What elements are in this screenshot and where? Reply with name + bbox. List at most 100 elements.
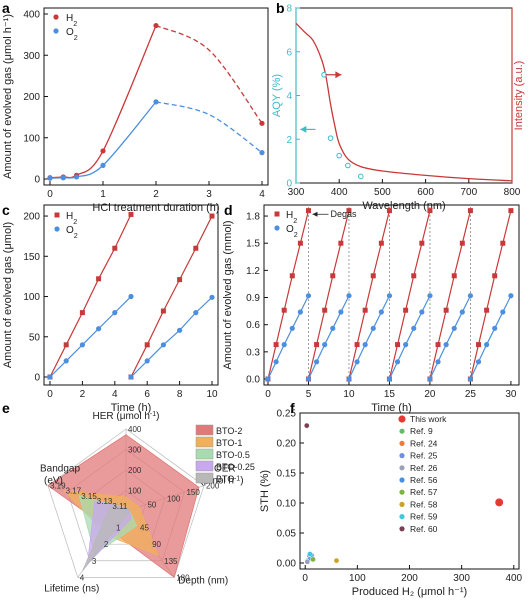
legend-marker-O2	[274, 225, 280, 231]
y-tick-label: 0.6	[246, 320, 260, 331]
series-line-dashed-O2	[155, 101, 263, 154]
radar-tick-label: 135	[164, 557, 178, 566]
radar-tick-label: 4	[80, 573, 85, 582]
data-point-O2	[346, 293, 352, 299]
legend-marker-H2	[54, 212, 60, 218]
data-point-O2	[209, 294, 215, 300]
radar-axis-label-oer: OER	[214, 464, 236, 475]
panel-letter: b	[276, 0, 285, 16]
legend-label-Ref. 58: Ref. 58	[410, 499, 438, 509]
x-tick-label: 700	[460, 187, 477, 198]
radar-axis-label-depth: Depth (nm)	[178, 575, 228, 586]
data-point-H2	[370, 273, 376, 279]
legend-label-O2: O2	[286, 224, 298, 239]
legend-label-Ref. 26: Ref. 26	[410, 463, 438, 473]
y-tick-label: 0	[34, 373, 40, 384]
y-tick-label: 200	[23, 212, 40, 223]
x-tick-label: 2	[153, 189, 159, 200]
data-point-Ref. 60	[303, 422, 310, 429]
legend-swatch-BTO-0.5	[195, 448, 214, 460]
radar-axis-label-oer-unit: (μmol h-1)	[200, 475, 243, 487]
data-point-O2	[96, 326, 102, 332]
absorption-curve	[295, 22, 513, 182]
panel-letter: d	[224, 202, 233, 218]
series-line-O2	[130, 296, 213, 378]
radar-tick-label: 2	[104, 540, 109, 549]
plot-frame	[263, 204, 520, 386]
data-point-O2	[305, 376, 312, 382]
legend-marker-O2	[54, 226, 60, 232]
radar-tick-label: 3.11	[112, 502, 128, 511]
x-tick-label: 2	[80, 389, 86, 400]
data-point-H2	[467, 208, 473, 214]
panel-f: f 0 100 200 300 400 0.00 0.05 0.10 0.15 0.20 0.25 Pr…	[259, 400, 523, 598]
x-tick-label: 800	[504, 187, 521, 198]
data-point-H2	[112, 245, 118, 251]
data-point-Ref. 59	[307, 551, 313, 557]
data-point-H2	[403, 307, 409, 313]
x-tick-label: 4	[112, 389, 118, 400]
legend-label-BTO-0.25: BTO-0.25	[216, 462, 255, 472]
data-point-O2	[419, 309, 425, 315]
data-point-H2	[411, 273, 417, 279]
data-point-O2	[427, 293, 433, 299]
x-axis-label: Time (h)	[111, 402, 152, 414]
y-tick-label: 300	[23, 51, 40, 62]
data-point-H2	[144, 342, 150, 348]
x-axis-label: Time (h)	[371, 402, 412, 414]
data-point-H2	[459, 240, 465, 246]
data-point-H2	[476, 342, 482, 348]
data-point-O2	[459, 309, 465, 315]
data-point-O2	[313, 359, 320, 365]
legend-marker-Ref. 56	[399, 477, 405, 483]
radar-tick-label: 400	[128, 425, 142, 434]
y-tick-label: 0.0	[246, 375, 260, 386]
legend-label-Ref. 25: Ref. 25	[410, 451, 438, 461]
x-tick-label: 4	[259, 189, 265, 200]
data-point-H2	[346, 208, 352, 214]
series-line-H2	[49, 25, 157, 179]
data-point-H2	[435, 342, 441, 348]
series-line-O2	[348, 295, 390, 380]
series-line-H2	[307, 210, 350, 380]
legend-marker-Ref. 60	[399, 526, 405, 532]
series-line-H2	[348, 210, 391, 380]
data-point-O2	[265, 376, 271, 382]
y-tick-label: 1.5	[246, 239, 260, 250]
x-axis-label: HCl treatment duration (h)	[92, 202, 219, 214]
data-point-H2	[160, 308, 166, 314]
radar-tick-label: 3	[92, 557, 97, 566]
data-point-O2	[484, 342, 490, 348]
data-point-H2	[281, 307, 287, 313]
panel-b: b 300 400 500 600 700 800 0 2 4 6 8 Wavelength (nm) A…	[271, 0, 525, 212]
y-tick-label: 0.10	[277, 499, 297, 510]
data-point-O2	[411, 325, 417, 331]
data-point-O2	[273, 359, 279, 365]
data-point-O2	[297, 309, 303, 315]
plot-frame	[295, 7, 513, 184]
panel-a: a 0 1 2 3 4 0 100 200 300 400 HCl treatment duratio…	[2, 0, 269, 214]
annotation-arrow-head	[300, 125, 307, 133]
data-point-O2	[160, 342, 166, 348]
radar-tick-label: 3.17	[66, 487, 82, 496]
legend-label-Ref. 24: Ref. 24	[410, 438, 438, 448]
series-line-H2	[130, 215, 213, 378]
radar-grid-ring	[47, 428, 205, 578]
data-point-This work	[494, 497, 504, 507]
series-line-H2	[429, 210, 472, 380]
y-tick-label: 150	[23, 252, 40, 263]
data-point-O2	[63, 358, 69, 364]
data-point-O2	[289, 325, 295, 331]
y-tick-label: 0	[34, 175, 40, 186]
y-tick-label: 1.2	[246, 266, 260, 277]
x-axis-label: Produced H₂ (μmol h⁻¹)	[352, 586, 467, 598]
plot-frame	[43, 204, 219, 386]
radar-tick-label: 180	[176, 573, 190, 582]
radar-series-BTO	[82, 505, 130, 571]
legend-marker-Ref. 26	[399, 465, 405, 471]
x-tick-label: 0	[47, 389, 53, 400]
y-tick-label: 0.20	[277, 439, 297, 450]
legend-label-BTO: BTO	[216, 474, 234, 484]
